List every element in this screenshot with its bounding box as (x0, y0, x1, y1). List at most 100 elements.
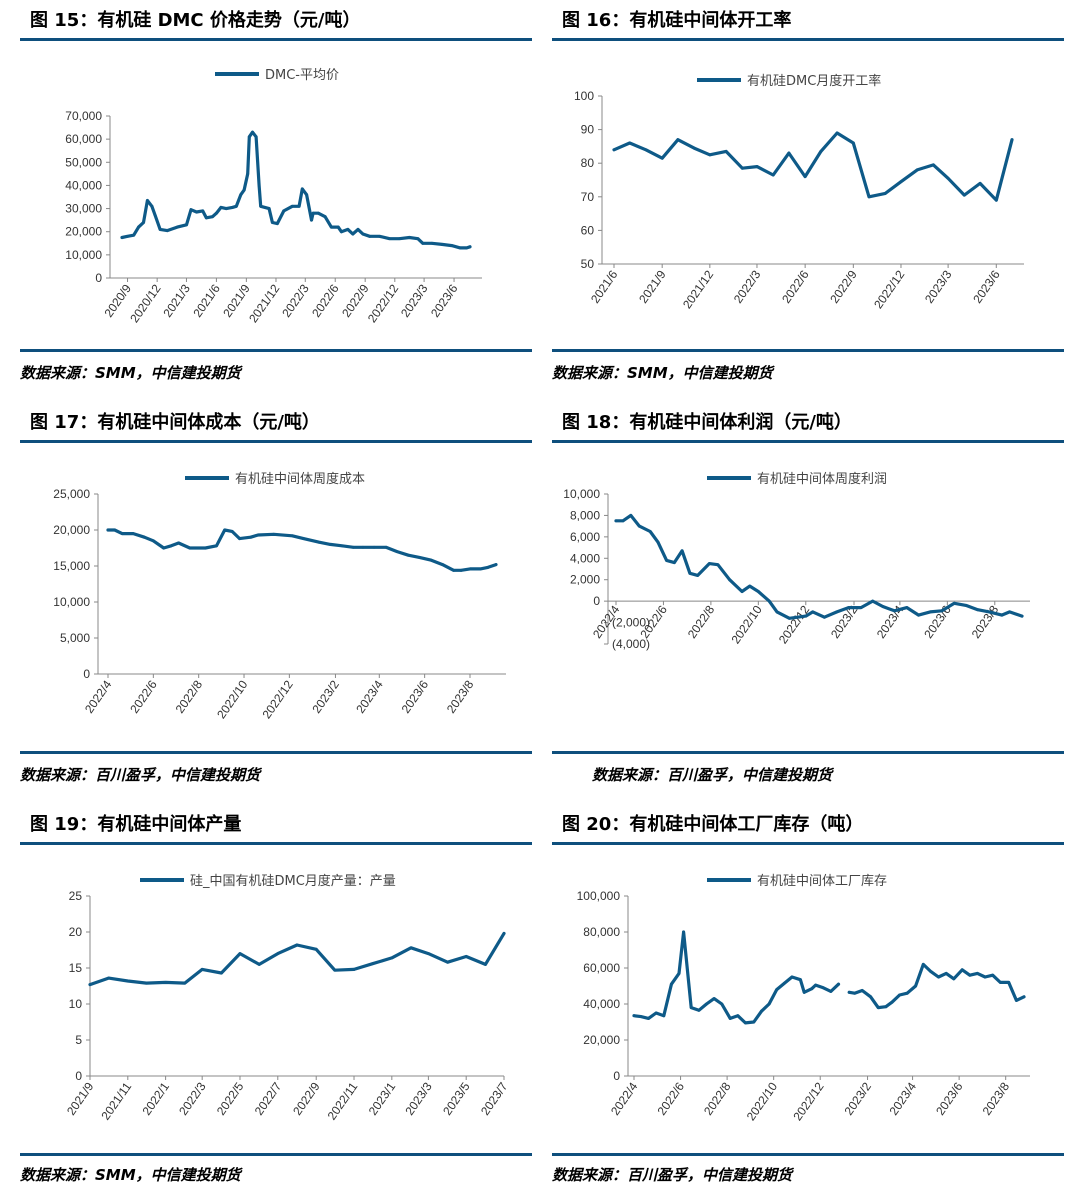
y-tick-label: 2,000 (570, 573, 600, 587)
data-point (803, 175, 807, 179)
y-tick-label: 90 (581, 123, 595, 137)
y-tick-label: 50,000 (65, 155, 102, 169)
y-tick-label: 0 (75, 1069, 82, 1083)
title-rule (20, 38, 532, 41)
x-tick-label: 2022/1 (140, 1079, 173, 1117)
data-point (890, 1000, 894, 1004)
data-point (835, 131, 839, 135)
y-tick-label: 4,000 (570, 551, 600, 565)
data-point (372, 545, 376, 549)
data-point (257, 184, 261, 187)
chart-source: 数据来源：百川盈孚，中信建投期货 (592, 766, 833, 784)
data-point (929, 970, 933, 973)
data-point (368, 234, 372, 238)
data-point (688, 571, 692, 575)
data-point (705, 1002, 708, 1006)
data-point (351, 545, 355, 549)
data-point (270, 221, 274, 224)
data-point (677, 972, 681, 975)
data-point (175, 225, 179, 229)
x-tick-label: 2022/4 (608, 1079, 641, 1117)
data-point (242, 188, 246, 192)
data-point (760, 1009, 763, 1013)
x-tick-label: 2022/7 (252, 1079, 285, 1117)
y-tick-label: 5 (75, 1033, 82, 1047)
data-point (672, 561, 676, 564)
data-point (446, 960, 450, 964)
data-point (962, 193, 966, 197)
data-point (899, 180, 903, 184)
y-tick-label: 0 (613, 1069, 620, 1083)
data-point (860, 989, 864, 992)
y-tick-label: 50 (581, 257, 595, 271)
data-point (798, 978, 802, 982)
data-point (275, 222, 279, 226)
data-point (333, 968, 337, 972)
data-point (944, 972, 948, 975)
data-point (639, 1015, 643, 1018)
data-point (211, 215, 214, 219)
x-tick-label: 2023/2 (841, 1079, 874, 1117)
data-point (297, 204, 301, 208)
data-point (246, 172, 250, 176)
y-tick-label: 30,000 (65, 202, 102, 216)
data-point (183, 981, 187, 985)
y-tick-label: 20,000 (583, 1033, 620, 1047)
data-point (946, 176, 950, 180)
data-point (629, 514, 633, 517)
legend-label: 有机硅中间体工厂库存 (757, 873, 887, 889)
data-point (189, 208, 193, 212)
data-point (290, 204, 294, 208)
data-point (682, 930, 686, 934)
x-tick-label: 2021/3 (160, 281, 193, 319)
data-point (767, 1002, 771, 1006)
x-tick-label: 2022/6 (654, 1079, 687, 1117)
data-point (215, 211, 218, 215)
x-tick-label: 2022/5 (214, 1079, 247, 1117)
y-tick-label: (4,000) (612, 637, 650, 651)
y-tick-label: 0 (593, 594, 600, 608)
x-tick-label: 2023/8 (444, 677, 477, 715)
data-point (821, 986, 825, 990)
data-point (272, 532, 276, 536)
y-tick-label: 0 (95, 271, 102, 285)
data-point (88, 983, 92, 986)
data-point (254, 135, 258, 139)
data-point (680, 549, 684, 553)
title-rule (20, 440, 532, 443)
data-point (905, 606, 909, 609)
data-point (804, 614, 808, 618)
chart-source: 数据来源：SMM，中信建投期货 (20, 1166, 241, 1184)
chart-dmc-price: 70,000 60,000 50,000 40,000 30,000 20,000 10,0… (65, 68, 482, 325)
data-point (728, 578, 731, 582)
data-point (185, 223, 188, 227)
data-point (131, 532, 135, 535)
data-point (621, 519, 625, 523)
data-point (697, 1008, 701, 1012)
series-line (88, 931, 506, 987)
data-point (426, 952, 430, 955)
data-point (328, 543, 332, 546)
x-tick-label: 2022/10 (214, 677, 251, 721)
data-point (311, 211, 315, 215)
data-point (983, 975, 987, 979)
data-point (837, 982, 840, 986)
y-tick-label: 70,000 (65, 109, 102, 123)
data-point (502, 932, 506, 935)
y-tick-label: 5,000 (60, 631, 90, 645)
data-point (340, 230, 343, 234)
data-point (847, 990, 851, 994)
data-point (329, 225, 333, 229)
data-point (126, 234, 129, 238)
legend-label: 有机硅DMC月度开工率 (747, 73, 881, 89)
data-point (644, 148, 648, 152)
data-point (256, 533, 260, 537)
data-point (340, 544, 344, 548)
y-tick-label: 100 (574, 89, 594, 103)
x-tick-label: 2023/4 (887, 1079, 920, 1117)
data-point (323, 215, 327, 219)
data-point (952, 601, 956, 605)
data-point (162, 546, 166, 550)
series-line (847, 962, 1026, 1010)
x-tick-label: 2023/6 (399, 677, 432, 715)
